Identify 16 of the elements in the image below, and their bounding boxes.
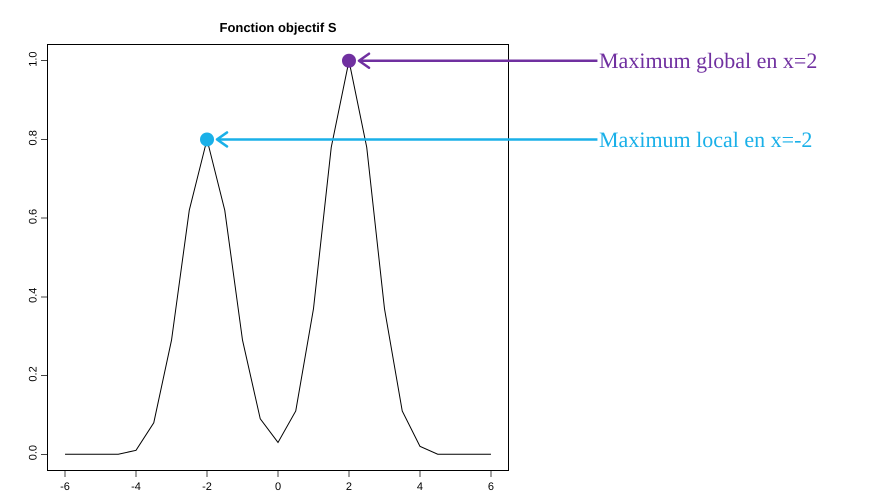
x-tick-label: -2 [202,481,212,494]
y-tick-label: 0.0 [28,444,40,460]
x-tick-label: -4 [131,481,141,494]
x-tick-label: 2 [346,481,352,494]
y-tick-label: 0.8 [28,130,40,146]
x-tick-label: 4 [416,481,424,494]
annotation: Maximum global en x=2 [599,48,818,73]
y-tick-label: 0.4 [28,288,40,303]
x-tick-label: 6 [488,481,494,494]
x-tick-label: -6 [60,481,70,494]
chart-title: Fonction objectif S [220,20,337,35]
x-tick-label: 0 [274,481,282,494]
y-tick-label: 0.2 [28,366,40,382]
annotation: Maximum local en x=-2 [599,127,812,152]
y-tick-label: 0.6 [28,208,40,224]
y-tick-label: 1.0 [28,51,40,67]
